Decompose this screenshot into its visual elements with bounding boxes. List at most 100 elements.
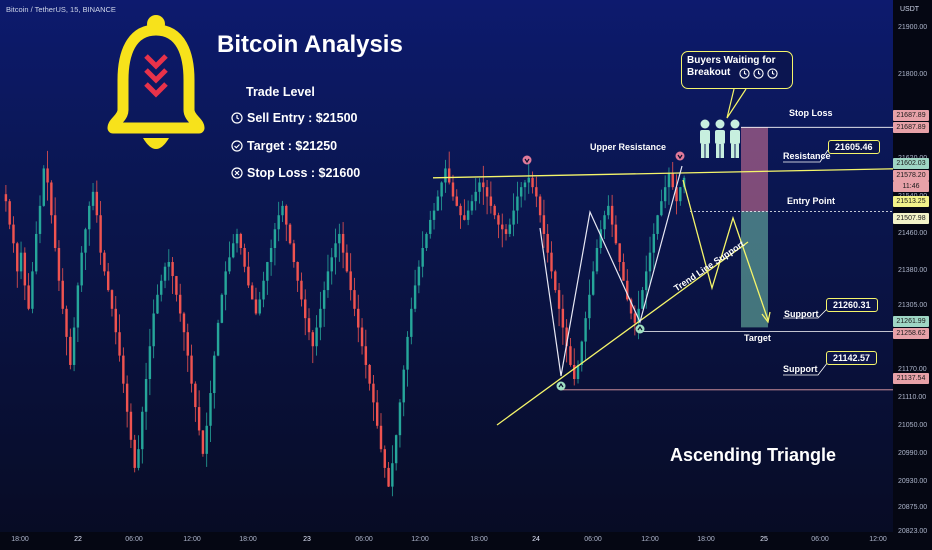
candle-body	[186, 332, 189, 356]
candle-body	[387, 467, 390, 487]
candle-body	[144, 378, 148, 412]
candle-body	[455, 196, 458, 206]
candle-body	[463, 215, 466, 220]
clock-icon	[767, 68, 778, 79]
candle-body	[546, 233, 549, 253]
candle-body	[175, 276, 178, 295]
candle-body	[338, 233, 341, 244]
arrow-down-marker-icon	[522, 155, 532, 165]
candle-body	[425, 233, 428, 248]
candle-body	[141, 411, 144, 450]
y-tick-label: 21170.00	[898, 365, 927, 373]
candle-body	[588, 294, 591, 319]
candle-body	[523, 182, 527, 188]
stop-loss-row: Stop Loss : $21600	[231, 166, 360, 180]
x-tick-label: 06:00	[811, 536, 829, 543]
price-badge: 21261.99	[893, 316, 929, 327]
candle-body	[163, 266, 167, 281]
marker-arrow	[524, 158, 530, 164]
candle-body	[201, 430, 205, 454]
price-badge: 11:46	[893, 181, 929, 192]
candle-body	[421, 247, 424, 267]
price-badge: 21513.25	[893, 196, 929, 207]
candle-body	[357, 308, 360, 328]
candle-body	[663, 187, 667, 202]
candle-body	[591, 271, 595, 295]
candle-body	[213, 355, 216, 394]
candle-body	[436, 196, 440, 211]
time-axis[interactable]: 18:00 22 06:00 12:00 18:00 23 06:00 12:00 18:00 2…	[0, 532, 893, 550]
candle-body	[110, 290, 114, 309]
y-tick-label: 21050.00	[898, 421, 928, 429]
candle-body	[247, 266, 250, 286]
candle-body	[557, 290, 561, 309]
price-unit: USDT	[900, 6, 920, 13]
candle-body	[156, 294, 159, 314]
marker-arrow	[637, 325, 643, 331]
arrow-up-marker-icon	[635, 324, 645, 334]
candle-body	[656, 215, 659, 234]
candle-body	[444, 168, 447, 183]
target-row: Target : $21250	[231, 139, 337, 153]
candle-body	[307, 318, 311, 333]
symbol-info: Bitcoin / TetherUS, 15, BINANCE	[6, 5, 116, 14]
upper-resistance-label: Upper Resistance	[590, 142, 667, 152]
stop-loss-zone	[741, 127, 768, 212]
candle-body	[406, 336, 409, 370]
candle-body	[501, 224, 504, 230]
candle-body	[228, 257, 231, 272]
candle-body	[675, 187, 678, 202]
candle-body	[65, 308, 68, 337]
candle-body	[535, 187, 538, 197]
price-axis[interactable]: USDT 21900.0021800.0021687.8921620.00215…	[893, 0, 932, 550]
candle-body	[42, 168, 45, 206]
candle-body	[508, 224, 512, 234]
candle-body	[288, 224, 292, 244]
projected-arrowhead	[761, 311, 771, 324]
support-label: Support	[784, 309, 819, 319]
candle-body	[122, 355, 125, 384]
candle-body	[8, 201, 11, 225]
candle-body	[561, 308, 565, 328]
candle-body	[595, 247, 599, 272]
price-badge: 21258.62	[893, 328, 929, 339]
candle-body	[527, 177, 530, 183]
y-tick-label: 21380.00	[898, 267, 928, 275]
x-tick-label: 18:00	[239, 536, 257, 543]
candle-body	[626, 280, 629, 300]
marker-arrow	[677, 154, 683, 160]
price-badge: 21687.89	[893, 122, 929, 133]
price-badge: 21578.20	[893, 170, 929, 181]
buyers-waiting-callout: Buyers Waiting for Breakout	[681, 51, 793, 89]
candle-body	[391, 463, 394, 487]
price-badge: 21687.89	[893, 110, 929, 121]
candle-body	[182, 313, 186, 333]
candle-body	[38, 205, 42, 234]
candle-body	[72, 327, 76, 365]
target-label: Target	[744, 333, 771, 343]
candle-body	[360, 327, 364, 347]
candle-body	[368, 364, 371, 384]
candle-body	[614, 224, 618, 244]
candle-body	[216, 322, 220, 356]
support-label-2: Support	[783, 364, 818, 374]
arrow-up-marker-icon	[556, 381, 566, 391]
callout-line1: Buyers Waiting for	[687, 55, 776, 66]
candle-body	[269, 247, 273, 263]
candle-body	[379, 425, 383, 450]
candle-body	[345, 252, 349, 272]
candle-body	[398, 402, 402, 436]
candle-body	[516, 196, 519, 211]
candle-body	[46, 168, 49, 183]
x-circle-icon	[231, 167, 243, 179]
x-tick-label: 06:00	[355, 536, 373, 543]
candle-body	[285, 205, 288, 225]
candle-body	[235, 233, 239, 244]
candle-body	[300, 280, 303, 300]
price-badge: 21602.03	[893, 158, 929, 169]
support-value-box-2: 21142.57	[826, 351, 878, 365]
x-tick-label: 12:00	[183, 536, 201, 543]
candle-body	[57, 247, 61, 281]
candle-body	[125, 383, 129, 412]
candle-body	[23, 252, 27, 286]
